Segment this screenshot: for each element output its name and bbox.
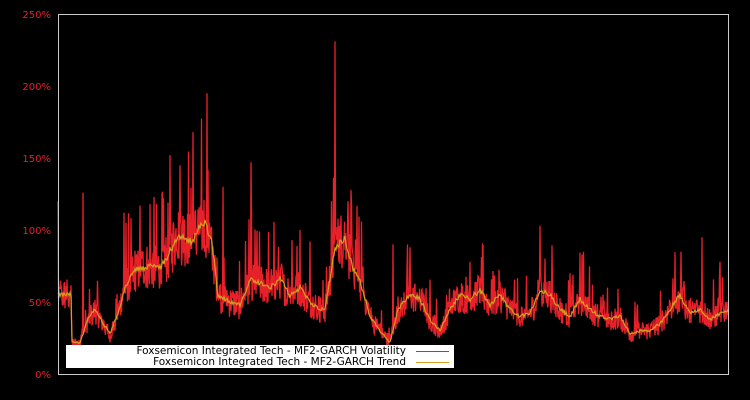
trend-line: [57, 219, 729, 345]
legend: Foxsemicon Integrated Tech - MF2-GARCH V…: [66, 345, 454, 368]
legend-item-volatility: Foxsemicon Integrated Tech - MF2-GARCH V…: [136, 345, 454, 357]
y-axis-ticks: 0% 50% 100% 150% 200% 250%: [22, 10, 51, 381]
y-tick-label: 250%: [22, 10, 51, 21]
legend-swatch-volatility: [416, 350, 449, 352]
legend-swatch-trend: [416, 361, 449, 363]
plot-frame: [58, 14, 729, 375]
y-tick-label: 200%: [22, 82, 51, 93]
series-layer: [57, 41, 729, 350]
legend-label-volatility: Foxsemicon Integrated Tech - MF2-GARCH V…: [136, 344, 406, 357]
legend-item-trend: Foxsemicon Integrated Tech - MF2-GARCH T…: [153, 356, 454, 368]
y-tick-label: 150%: [22, 154, 51, 165]
y-tick-label: 50%: [29, 298, 51, 309]
legend-label-trend: Foxsemicon Integrated Tech - MF2-GARCH T…: [153, 355, 406, 368]
y-tick-label: 100%: [22, 226, 51, 237]
y-tick-label: 0%: [35, 370, 51, 381]
volatility-line: [57, 41, 729, 350]
